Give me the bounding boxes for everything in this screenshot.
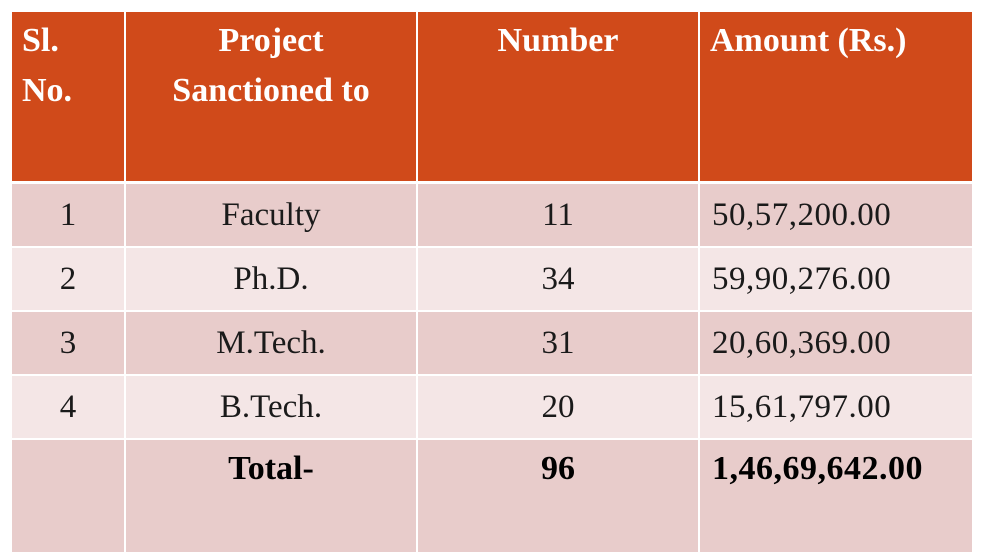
header-project-line1: Project xyxy=(218,22,324,59)
cell-number: 34 xyxy=(416,246,700,312)
cell-sl: 1 xyxy=(12,182,126,248)
total-label: Total- xyxy=(124,438,418,552)
cell-number: 20 xyxy=(416,374,700,440)
table-row: 1 Faculty 11 50,57,200.00 xyxy=(12,182,972,248)
header-number-label: Number xyxy=(497,22,619,59)
header-sl-no: Sl. No. xyxy=(12,12,126,182)
cell-amount: 50,57,200.00 xyxy=(698,182,972,248)
header-project-line2: Sanctioned to xyxy=(172,72,370,109)
table-header-row: Sl. No. Project Sanctioned to Number Amo… xyxy=(12,12,972,182)
cell-project: Ph.D. xyxy=(124,246,418,312)
cell-amount: 15,61,797.00 xyxy=(698,374,972,440)
header-sl-no-line2: No. xyxy=(22,72,73,109)
cell-number: 31 xyxy=(416,310,700,376)
header-number: Number xyxy=(416,12,700,182)
header-amount-label: Amount (Rs.) xyxy=(710,22,907,59)
cell-sl: 2 xyxy=(12,246,126,312)
cell-amount: 59,90,276.00 xyxy=(698,246,972,312)
table-row: 2 Ph.D. 34 59,90,276.00 xyxy=(12,246,972,312)
header-amount: Amount (Rs.) xyxy=(698,12,972,182)
table-row: 3 M.Tech. 31 20,60,369.00 xyxy=(12,310,972,376)
cell-sl: 3 xyxy=(12,310,126,376)
cell-project: Faculty xyxy=(124,182,418,248)
cell-amount: 20,60,369.00 xyxy=(698,310,972,376)
cell-project: B.Tech. xyxy=(124,374,418,440)
table-total-row: Total- 96 1,46,69,642.00 xyxy=(12,438,972,552)
project-table-container: Sl. No. Project Sanctioned to Number Amo… xyxy=(12,12,972,552)
cell-total-empty xyxy=(12,438,126,552)
cell-number: 11 xyxy=(416,182,700,248)
total-number: 96 xyxy=(416,438,700,552)
table-row: 4 B.Tech. 20 15,61,797.00 xyxy=(12,374,972,440)
header-project: Project Sanctioned to xyxy=(124,12,418,182)
cell-project: M.Tech. xyxy=(124,310,418,376)
project-sanction-table: Sl. No. Project Sanctioned to Number Amo… xyxy=(12,12,972,552)
cell-sl: 4 xyxy=(12,374,126,440)
total-amount: 1,46,69,642.00 xyxy=(698,438,972,552)
header-sl-no-line1: Sl. xyxy=(22,22,59,59)
